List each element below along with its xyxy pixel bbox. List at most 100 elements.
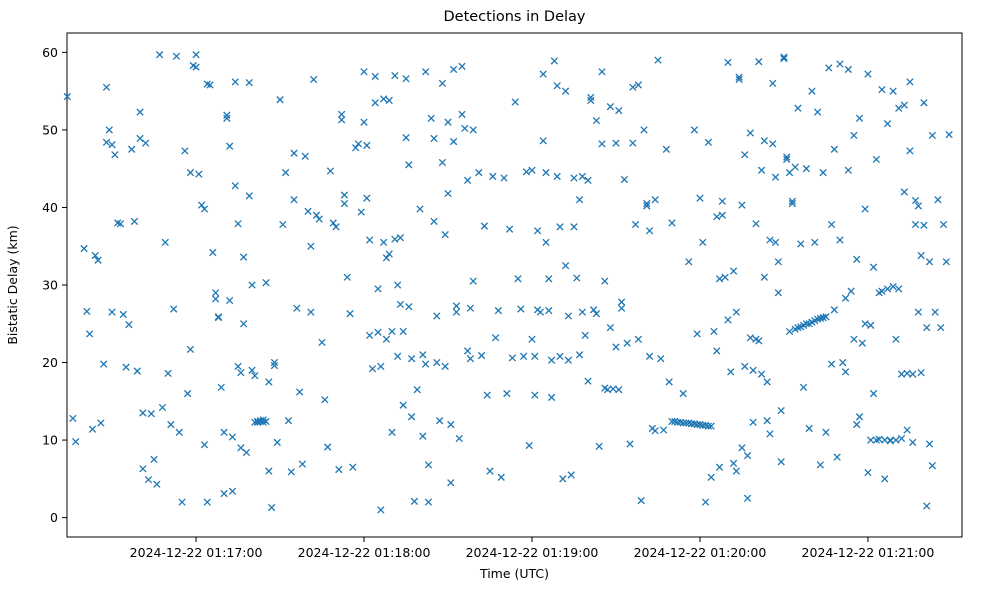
scatter-point [385,96,393,105]
scatter-point [382,335,391,343]
scatter-point [511,98,519,106]
scatter-point [433,312,441,320]
scatter-point [377,506,385,514]
scatter-point [281,168,290,177]
scatter-point [802,165,811,173]
scatter-point [83,307,91,316]
y-tick-label: 50 [42,122,58,137]
scatter-point [701,498,710,506]
scatter-point [139,409,147,417]
scatter-point [444,189,452,198]
x-tick-label: 2024-12-22 01:18:00 [298,545,431,560]
scatter-point [853,420,861,429]
scatter-point [63,92,71,101]
scatter-point [738,201,746,209]
scatter-point [906,78,914,86]
scatter-point [111,151,119,159]
scatter-point [911,196,920,205]
scatter-point [452,302,461,310]
scatter-point [136,108,144,116]
scatter-point [206,81,214,89]
scatter-point [153,480,161,488]
scatter-point [469,126,477,134]
scatter-point [897,434,906,443]
scatter-point [757,166,766,174]
scatter-point [869,263,878,271]
scatter-point [326,167,335,175]
scatter-point [136,134,144,143]
scatter-point [561,261,570,270]
scatter-point [662,145,671,153]
scatter-point [393,281,402,289]
scatter-point [223,111,231,119]
scatter-point [363,141,371,150]
scatter-point [438,79,447,88]
scatter-point [438,158,447,167]
scatter-point [340,199,349,208]
scatter-points [63,51,953,514]
scatter-point [416,205,424,213]
scatter-point [802,320,811,328]
scatter-point [517,305,525,313]
scatter-point [536,308,545,316]
scatter-point [575,196,584,204]
axes-frame [66,32,963,538]
scatter-point [197,201,206,209]
scatter-point [248,366,256,374]
scatter-point [668,219,676,227]
scatter-point [755,337,763,345]
scatter-point [435,417,444,425]
scatter-point [119,310,127,319]
scatter-point [318,338,326,347]
scatter-point [827,360,836,368]
scatter-point [265,467,273,475]
scatter-point [724,58,732,67]
scatter-point [363,194,371,202]
scatter-point [290,149,298,157]
scatter-point [573,274,581,282]
scatter-point [895,104,903,112]
scatter-point [643,202,651,210]
scatter-point [421,360,430,368]
scatter-point [732,467,741,475]
scatter-point [704,138,713,146]
scatter-point [200,205,209,213]
scatter-point [214,313,223,322]
scatter-point [643,199,651,208]
scatter-point [791,163,799,171]
scatter-point [699,238,707,247]
scatter-point [592,116,601,125]
scatter-point [679,419,687,427]
scatter-point [231,182,239,190]
scatter-point [172,52,181,60]
scatter-point [634,81,643,89]
scatter-point [749,366,757,374]
scatter-point [830,306,839,314]
scatter-point [645,352,654,360]
scatter-point [601,277,609,285]
scatter-point [402,75,410,83]
scatter-point [763,378,771,386]
scatter-point [150,455,158,464]
scatter-point [727,368,735,376]
scatter-point [738,444,746,452]
x-tick-label: 2024-12-22 01:21:00 [802,545,935,560]
scatter-point [295,388,304,396]
scatter-point [245,192,253,200]
scatter-point [872,155,880,164]
scatter-point [466,304,475,312]
scatter-point [617,298,626,306]
scatter-point [729,459,738,467]
plot-title: Detections in Delay [443,9,585,25]
scatter-point [925,440,934,448]
scatter-point [265,378,273,386]
scatter-point [122,363,130,371]
scatter-point [393,352,402,360]
scatter-point [225,142,234,150]
scatter-point [556,352,564,360]
scatter-point [570,223,578,231]
scatter-point [399,327,407,336]
scatter-point [178,498,186,506]
scatter-point [231,78,239,86]
scatter-point [771,238,780,247]
